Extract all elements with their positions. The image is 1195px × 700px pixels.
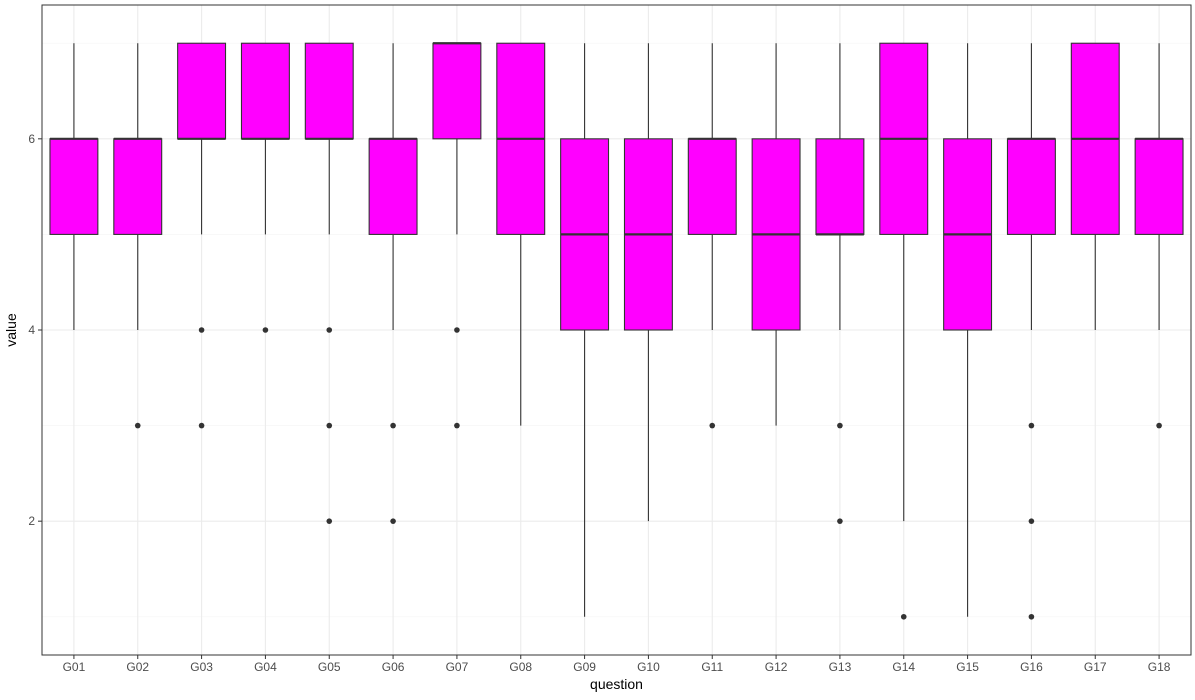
outlier-point xyxy=(198,422,205,429)
outlier-point xyxy=(134,422,141,429)
y-axis-title: value xyxy=(3,313,19,347)
box xyxy=(304,42,354,140)
box-group-g12 xyxy=(751,43,801,426)
x-tick-label: G05 xyxy=(318,660,341,674)
box xyxy=(815,138,865,235)
outlier-point xyxy=(1028,518,1035,524)
x-tick-label: G01 xyxy=(63,660,86,674)
y-tick-label: 4 xyxy=(28,323,35,337)
outlier-point xyxy=(326,327,333,333)
box xyxy=(687,138,737,235)
x-tick-label: G13 xyxy=(829,660,852,674)
x-axis-title: question xyxy=(590,676,643,692)
box xyxy=(1134,138,1184,235)
outlier-point xyxy=(1028,613,1035,620)
box-group-g07 xyxy=(432,42,482,429)
box xyxy=(240,42,290,140)
box xyxy=(113,138,163,235)
box-group-g10 xyxy=(623,43,673,522)
x-tick-label: G09 xyxy=(573,660,596,674)
box-group-g06 xyxy=(368,43,418,524)
outlier-point xyxy=(1156,422,1162,429)
box-group-g05 xyxy=(304,42,354,524)
box xyxy=(177,42,227,140)
outlier-point xyxy=(709,422,716,429)
box xyxy=(432,42,482,140)
box-group-g08 xyxy=(496,42,546,426)
x-tick-label: G06 xyxy=(382,660,405,674)
outlier-point xyxy=(454,327,460,333)
x-tick-label: G07 xyxy=(446,660,469,674)
box-group-g14 xyxy=(879,42,929,620)
outlier-point xyxy=(837,422,843,429)
x-tick-label: G10 xyxy=(637,660,660,674)
y-tick-label: 2 xyxy=(28,514,35,528)
box-group-g02 xyxy=(113,43,163,429)
box-group-g15 xyxy=(943,43,993,617)
x-tick-label: G16 xyxy=(1020,660,1043,674)
x-tick-label: G15 xyxy=(956,660,979,674)
outlier-point xyxy=(326,422,333,429)
box-group-g16 xyxy=(1006,43,1056,620)
box-group-g13 xyxy=(815,43,865,524)
box-group-g03 xyxy=(177,42,227,429)
boxes xyxy=(49,42,1184,620)
outlier-point xyxy=(390,422,396,429)
x-tick-label: G02 xyxy=(126,660,149,674)
outlier-point xyxy=(262,327,269,333)
outlier-point xyxy=(1028,422,1035,429)
outlier-point xyxy=(326,518,333,524)
box-group-g01 xyxy=(49,43,99,330)
outlier-point xyxy=(837,518,843,524)
outlier-point xyxy=(390,518,396,524)
box xyxy=(368,138,418,235)
box-group-g18 xyxy=(1134,43,1184,429)
x-tick-label: G03 xyxy=(190,660,213,674)
x-tick-label: G14 xyxy=(892,660,915,674)
y-axis: 2 4 6 xyxy=(28,132,42,528)
box-group-g17 xyxy=(1070,42,1120,330)
x-tick-label: G12 xyxy=(765,660,788,674)
x-tick-label: G04 xyxy=(254,660,277,674)
outlier-point xyxy=(454,422,460,429)
x-tick-label: G18 xyxy=(1148,660,1171,674)
x-axis: G01 G02 G03 G04 G05 G06 G07 G08 G09 G10 G11 G12 G13 G… xyxy=(63,655,1171,674)
y-tick-label: 6 xyxy=(28,132,35,146)
box xyxy=(49,138,99,235)
outlier-point xyxy=(198,327,205,333)
box xyxy=(1006,138,1056,235)
box-group-g11 xyxy=(687,43,737,429)
box-group-g09 xyxy=(560,43,610,617)
outlier-point xyxy=(900,613,907,620)
x-tick-label: G08 xyxy=(509,660,532,674)
box-group-g04 xyxy=(240,42,290,333)
x-tick-label: G17 xyxy=(1084,660,1107,674)
x-tick-label: G11 xyxy=(701,660,723,674)
